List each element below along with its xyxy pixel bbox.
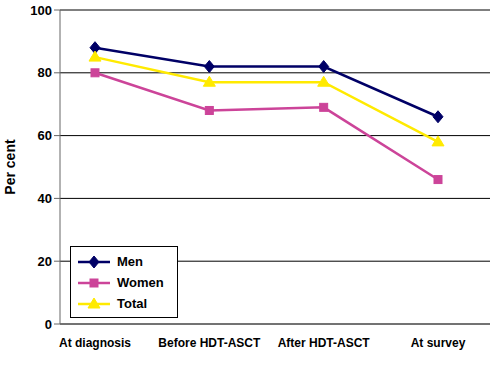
- html-text:Total: Total: [117, 296, 148, 311]
- svg-text:100: 100: [30, 3, 52, 18]
- svg-text:After HDT-ASCT: After HDT-ASCT: [278, 336, 371, 350]
- svg-text:40: 40: [38, 191, 52, 206]
- html-text:Women: Women: [117, 275, 164, 290]
- html-text:Men: Men: [117, 254, 143, 269]
- svg-text:Per cent: Per cent: [8, 139, 18, 195]
- svg-text:At diagnosis: At diagnosis: [59, 336, 131, 350]
- svg-text:At survey: At survey: [411, 336, 466, 350]
- svg-text:60: 60: [38, 128, 52, 143]
- svg-text:80: 80: [38, 65, 52, 80]
- svg-text:20: 20: [38, 254, 52, 269]
- svg-text:Before HDT-ASCT: Before HDT-ASCT: [158, 336, 261, 350]
- svg-text:0: 0: [45, 317, 52, 332]
